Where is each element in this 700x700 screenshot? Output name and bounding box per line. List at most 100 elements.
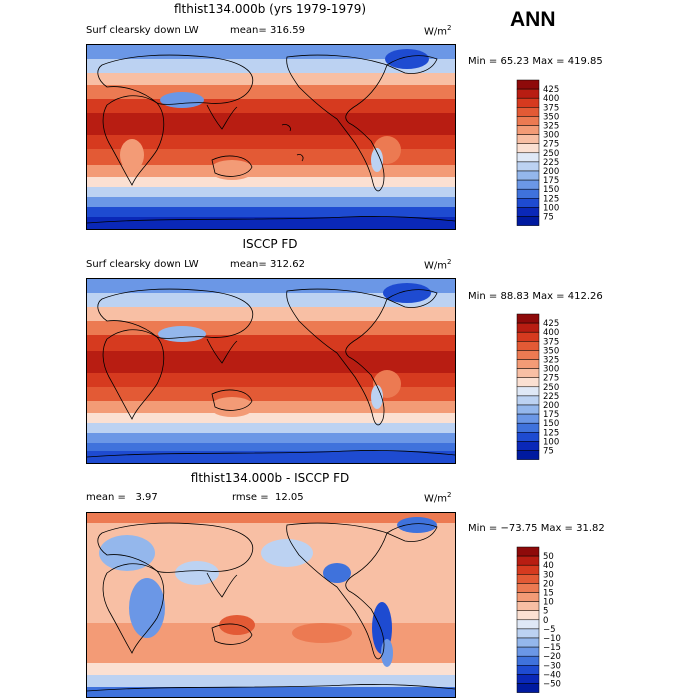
colorbar-tick-label: 325 [543,356,559,366]
colorbar-swatch [516,665,540,675]
colorbar-tick-label: 400 [543,328,559,338]
colorbar-swatch [516,350,540,360]
colorbar-swatch [516,610,540,621]
colorbar-swatch [516,188,540,199]
colorbar-swatch [516,655,540,666]
colorbar-tick-label: −40 [543,670,561,680]
colorbar-swatch [516,377,540,388]
colorbar-swatch [516,637,540,648]
colorbar-swatch [516,116,540,126]
colorbar-tick-label: −20 [543,652,561,662]
colorbar-tick-label: −5 [543,625,556,635]
colorbar-tick-label: 100 [543,203,559,213]
colorbar-swatch [516,601,540,611]
colorbar-tick-label: −15 [543,643,561,653]
colorbar-tick-label: 50 [543,552,554,562]
colorbar-tick-label: 225 [543,392,559,402]
colorbar-swatch [516,386,540,397]
colorbar-tick-label: 150 [543,185,559,195]
colorbar-swatch [516,152,540,163]
panel3-map [86,512,456,698]
panel1-map [86,44,456,230]
colorbar-swatch [516,574,540,584]
colorbar-tick-label: 200 [543,167,559,177]
colorbar-tick-label: 40 [543,561,554,571]
colorbar-tick-label: 250 [543,383,559,393]
colorbar-tick-label: 425 [543,85,559,95]
colorbar-tick-label: 30 [543,570,554,580]
panel1-variable: Surf clearsky down LW [86,25,199,36]
colorbar-swatch [516,322,540,333]
season-label: ANN [510,8,556,31]
panel1-field [87,45,455,229]
colorbar-swatch [516,331,540,342]
colorbar-swatch [516,216,540,226]
colorbar-swatch [516,450,540,460]
panel3-colorbar: 50 40 30 20 15 10 5 0 −5 −10 −15 −20 −30 −40 −50 [516,546,576,696]
colorbar-swatch [516,592,540,602]
colorbar-tick-label: 175 [543,176,559,186]
colorbar-swatch [516,619,540,630]
panel1-mean: mean= 316.59 [230,25,305,36]
panel2-title: ISCCP FD [242,237,298,251]
panel1-title: flthist134.000b (yrs 1979-1979) [173,2,367,16]
colorbar-swatch [516,564,540,575]
colorbar-swatch [516,97,540,108]
colorbar-tick-label: 0 [543,616,548,626]
colorbar-tick-label: 350 [543,112,559,122]
colorbar-tick-label: 275 [543,374,559,384]
colorbar-swatch [516,368,540,378]
colorbar-swatch [516,107,540,117]
colorbar-swatch [516,125,540,135]
panel2-minmax: Min = 88.83 Max = 412.26 [468,291,603,302]
panel2-field [87,279,455,463]
colorbar-swatch [516,404,540,415]
colorbar-tick-label: −30 [543,661,561,671]
colorbar-swatch [516,395,540,406]
colorbar-swatch [516,341,540,351]
colorbar-tick-label: 125 [543,194,559,204]
colorbar-tick-label: 250 [543,149,559,159]
colorbar-swatch [516,674,540,684]
colorbar-swatch [516,170,540,181]
colorbar-swatch [516,134,540,144]
colorbar-tick-label: −50 [543,680,561,690]
colorbar-tick-label: 75 [543,447,554,457]
colorbar-tick-label: 225 [543,158,559,168]
panel2-units: W/m2 [424,258,452,272]
panel1-colorbar-svg: 4254003753503253002752502252001751501251… [516,79,559,226]
colorbar-tick-label: 150 [543,419,559,429]
colorbar-tick-label: 400 [543,94,559,104]
colorbar-tick-label: 75 [543,213,554,223]
colorbar-swatch [516,628,540,639]
panel1-mean-value: 316.59 [269,25,305,36]
colorbar-swatch [516,359,540,369]
colorbar-swatch [516,432,540,442]
colorbar-tick-label: 425 [543,319,559,329]
panel2-mean-value: 312.62 [269,259,305,270]
colorbar-tick-label: 125 [543,428,559,438]
colorbar-swatch [516,313,540,324]
colorbar-tick-label: 300 [543,131,559,141]
colorbar-tick-label: 275 [543,140,559,150]
colorbar-swatch [516,422,540,433]
colorbar-swatch [516,88,540,99]
colorbar-swatch [516,555,540,566]
panel1-units: W/m2 [424,24,452,38]
colorbar-tick-label: 15 [543,589,554,599]
colorbar-swatch [516,143,540,154]
panel3-minmax: Min = −73.75 Max = 31.82 [468,523,605,534]
panel3-field [87,513,455,697]
colorbar-swatch [516,413,540,424]
panel1-mean-label: mean= [230,25,267,36]
colorbar-swatch [516,198,540,208]
colorbar-swatch [516,207,540,217]
panel3-units: W/m2 [424,491,452,505]
colorbar-tick-label: −10 [543,634,561,644]
colorbar-tick-label: 20 [543,579,554,589]
panel2-colorbar-svg: 4254003753503253002752502252001751501251… [516,313,559,460]
colorbar-tick-label: 325 [543,122,559,132]
panel3-title: flthist134.000b - ISCCP FD [190,471,350,485]
colorbar-swatch [516,179,540,190]
colorbar-swatch [516,79,540,90]
